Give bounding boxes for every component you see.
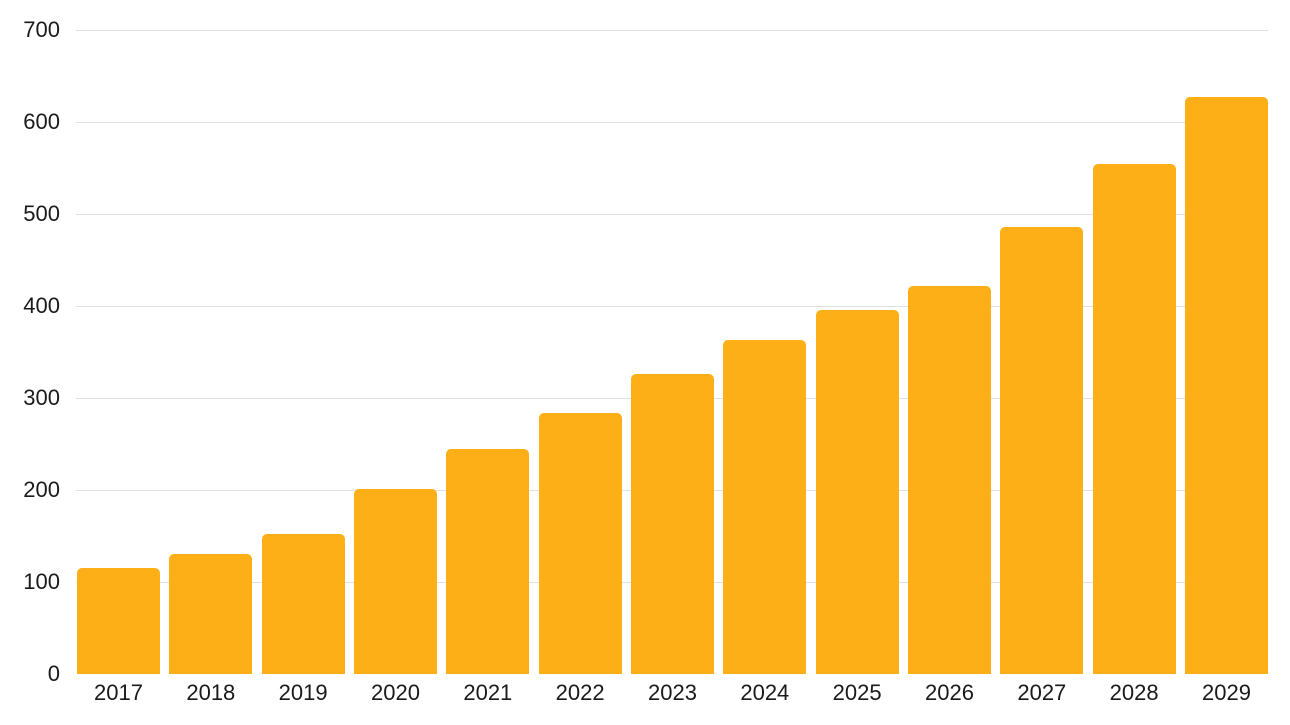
bar-2024 — [723, 340, 807, 674]
y-tick-label-300: 300 — [23, 385, 60, 410]
bar-2022 — [538, 412, 622, 674]
bar-2020 — [354, 489, 437, 674]
y-tick-label-500: 500 — [23, 201, 60, 226]
bar-2026 — [908, 285, 991, 674]
y-tick-label-0: 0 — [47, 661, 60, 686]
bar-2017 — [77, 568, 160, 674]
x-tick-label-2023: 2023 — [648, 680, 697, 705]
x-tick-label-2021: 2021 — [463, 680, 513, 705]
y-tick-label-400: 400 — [23, 293, 60, 318]
x-tick-label-2019: 2019 — [278, 680, 328, 705]
x-tick-label-2025: 2025 — [832, 680, 882, 705]
y-tick-label-200: 200 — [23, 477, 60, 502]
x-tick-label-2024: 2024 — [740, 680, 790, 705]
gridline-y-700 — [76, 29, 1268, 31]
x-tick-label-2018: 2018 — [186, 680, 236, 705]
bar-2027 — [1000, 226, 1084, 674]
bar-2025 — [815, 309, 899, 674]
x-tick-label-2017: 2017 — [94, 680, 143, 705]
bar-2019 — [261, 534, 345, 674]
x-tick-label-2020: 2020 — [371, 680, 420, 705]
bar-2029 — [1185, 97, 1268, 674]
y-tick-label-100: 100 — [23, 569, 60, 594]
x-tick-label-2027: 2027 — [1017, 680, 1067, 705]
x-tick-label-2029: 2029 — [1202, 680, 1251, 705]
gridline-y-500 — [76, 213, 1268, 215]
bar-2018 — [169, 554, 253, 674]
y-tick-label-700: 700 — [23, 17, 60, 42]
bar-2023 — [631, 374, 714, 674]
y-tick-label-600: 600 — [23, 109, 60, 134]
x-tick-label-2026: 2026 — [925, 680, 974, 705]
bar-2021 — [446, 448, 530, 674]
gridline-y-600 — [76, 121, 1268, 123]
gridline-y-400 — [76, 305, 1268, 307]
x-tick-label-2022: 2022 — [555, 680, 605, 705]
x-tick-label-2028: 2028 — [1109, 680, 1159, 705]
bar-2028 — [1092, 164, 1176, 674]
